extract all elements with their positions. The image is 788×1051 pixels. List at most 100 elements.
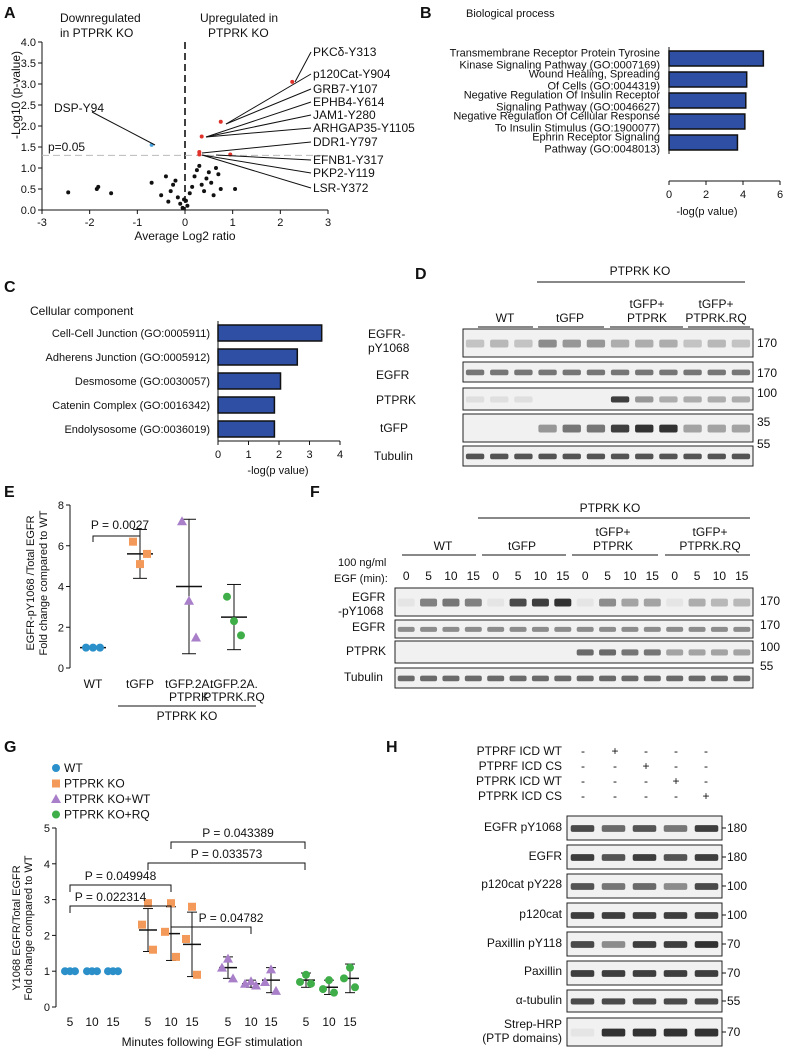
volcano-point-ns xyxy=(175,195,180,200)
d-blot-egfr-py1068-band xyxy=(514,339,533,348)
bp-category-label: Signaling Pathway (GO:0046627) xyxy=(496,102,660,114)
cc-category-label: Desmosome (GO:0030057) xyxy=(75,376,210,388)
g-point xyxy=(217,962,227,972)
volcano-x-tick-label: -1 xyxy=(132,217,142,229)
h-sign: - xyxy=(644,744,648,758)
f-blot-egfr-band xyxy=(733,626,751,632)
h-row-tubulin: α-tubulin xyxy=(516,993,562,1007)
d-blot-egfr-band xyxy=(490,369,509,376)
g-y-tick-label: 2 xyxy=(44,930,50,942)
d-blot-egfr-band xyxy=(659,369,678,376)
f-timepoint-label: 0 xyxy=(492,569,499,583)
volcano-x-tick-label: 1 xyxy=(230,217,236,229)
e-y-tick-label: 8 xyxy=(58,500,64,512)
d-blot-egfr-py1068-band xyxy=(465,339,485,348)
panel-h: H PTPRF ICD WT PTPRF ICD CS PTPRK ICD WT… xyxy=(386,739,747,1047)
g-point xyxy=(319,985,327,994)
g-legend-marker xyxy=(52,810,60,819)
f-timepoint-label: 10 xyxy=(623,569,637,583)
f-blot-tubulin-band xyxy=(710,675,728,682)
f-blot-egfr-band xyxy=(397,626,415,632)
f-blot-egfr-frame xyxy=(394,619,754,639)
label-grb7: GRB7-Y107 xyxy=(313,82,378,96)
d-row-ptprk: PTPRK xyxy=(376,393,416,407)
f-blot-egfr-py1068-band xyxy=(666,598,684,607)
g-point xyxy=(144,899,152,908)
d-blot-egfr-py1068-band xyxy=(635,339,654,348)
f-group-ptprk-2: PTPRK xyxy=(593,539,633,553)
g-sig-bracket xyxy=(69,905,172,913)
volcano-y-tick-label: 3.5 xyxy=(21,58,36,70)
g-y-tick-label: 4 xyxy=(44,859,50,871)
d-blot-ptprk-band xyxy=(683,396,702,403)
f-mw-1: 170 xyxy=(760,594,780,608)
d-blot-egfr-band xyxy=(562,369,581,376)
g-x-tick-label: 15 xyxy=(343,1015,357,1029)
f-blot-ptprk-band xyxy=(710,649,728,656)
f-mw-4: 55 xyxy=(760,659,774,673)
volcano-x-tick-label: -2 xyxy=(85,217,95,229)
h-blot-strep-hrp-band xyxy=(694,1028,719,1037)
g-point xyxy=(167,899,175,908)
d-blot-egfr-py1068-band xyxy=(707,339,726,348)
g-point xyxy=(228,973,238,983)
d-blot-tgfp-band xyxy=(538,424,557,433)
e-pvalue: P = 0.0027 xyxy=(91,518,149,532)
f-blot-egfr-py1068-band xyxy=(599,598,617,607)
g-point xyxy=(114,967,122,976)
d-western-blots xyxy=(462,328,754,467)
volcano-point-ns xyxy=(233,187,238,191)
f-blot-tubulin-band xyxy=(621,675,639,682)
bp-category-label: To Insulin Stimulus (GO:1900077) xyxy=(495,123,660,135)
g-legend-label: WT xyxy=(64,761,83,775)
f-blot-tubulin-band xyxy=(666,675,684,682)
f-blot-egfr-py1068-band xyxy=(487,598,505,607)
d-blot-ptprk-band xyxy=(707,396,726,403)
f-blot-tubulin-band xyxy=(397,675,415,682)
volcano-point-up xyxy=(199,134,204,139)
d-group-tgfp-ptprk-2: PTPRK xyxy=(627,311,667,325)
h-mw-label: 180 xyxy=(727,821,747,835)
f-egf-conc: 100 ng/ml xyxy=(338,557,386,569)
title-upregulated-2: PTPRK KO xyxy=(208,26,269,40)
volcano-y-tick-label: 3.0 xyxy=(21,79,36,91)
bp-category-label: Of Cells (GO:0044319) xyxy=(548,81,661,93)
d-blot-tgfp-frame xyxy=(462,413,754,443)
d-group-tgfp-ptprk-1: tGFP+ xyxy=(629,297,664,311)
f-blot-tubulin-frame xyxy=(394,667,754,689)
d-blot-ptprk-band xyxy=(465,396,485,403)
volcano-leader-lines xyxy=(91,51,312,189)
d-blot-tgfp-band xyxy=(562,424,581,433)
f-blot-egfr-py1068-band xyxy=(420,598,438,607)
d-group-rq-2: PTPRK.RQ xyxy=(685,311,746,325)
volcano-y-tick-label: 1.5 xyxy=(21,142,36,154)
d-blot-egfr-band xyxy=(610,369,630,376)
g-y-tick-label: 1 xyxy=(44,966,50,978)
e-y-tick-label: 2 xyxy=(58,622,64,634)
d-blot-tubulin-band xyxy=(538,453,557,460)
volcano-x-tick-label: 0 xyxy=(182,217,188,229)
g-sig-pvalue: P = 0.04782 xyxy=(199,911,264,925)
volcano-point-ns xyxy=(66,190,71,195)
f-row-ptprk: PTPRK xyxy=(346,644,386,658)
f-row-tubulin: Tubulin xyxy=(344,670,383,684)
f-blot-egfr-py1068-band xyxy=(733,598,751,607)
bp-category-label: Pathway (GO:0048013) xyxy=(544,144,660,156)
d-blot-egfr-band xyxy=(465,369,485,376)
volcano-plot: -3 -2 -1 0 1 2 3 0.0 0.5 1.0 1.5 2.0 2.5 3.0 3.5 4.0 xyxy=(21,37,331,229)
e-ylabel-1: EGFR-pY1068 /Total EGFR xyxy=(25,515,37,650)
f-blot-tubulin-band xyxy=(509,675,527,682)
title-downregulated-1: Downregulated xyxy=(60,11,141,25)
cc-category-label: Adherens Junction (GO:0005912) xyxy=(46,352,211,364)
cc-bar-chart: Cell-Cell Junction (GO:0005911) Adherens … xyxy=(46,321,343,461)
bp-x-tick-label: 2 xyxy=(703,189,709,201)
e-xcat-ptprk-1: tGFP.2A. xyxy=(165,677,213,691)
panel-e-letter: E xyxy=(4,484,15,501)
f-mw-2: 170 xyxy=(760,618,780,632)
h-row-egfr: EGFR xyxy=(529,849,563,863)
d-blot-tgfp-band xyxy=(659,424,678,433)
g-xlabel: Minutes following EGF stimulation xyxy=(122,1035,303,1049)
d-blot-tgfp-band xyxy=(610,424,630,433)
f-mw-3: 100 xyxy=(760,640,780,654)
g-sig-bracket xyxy=(147,862,306,870)
